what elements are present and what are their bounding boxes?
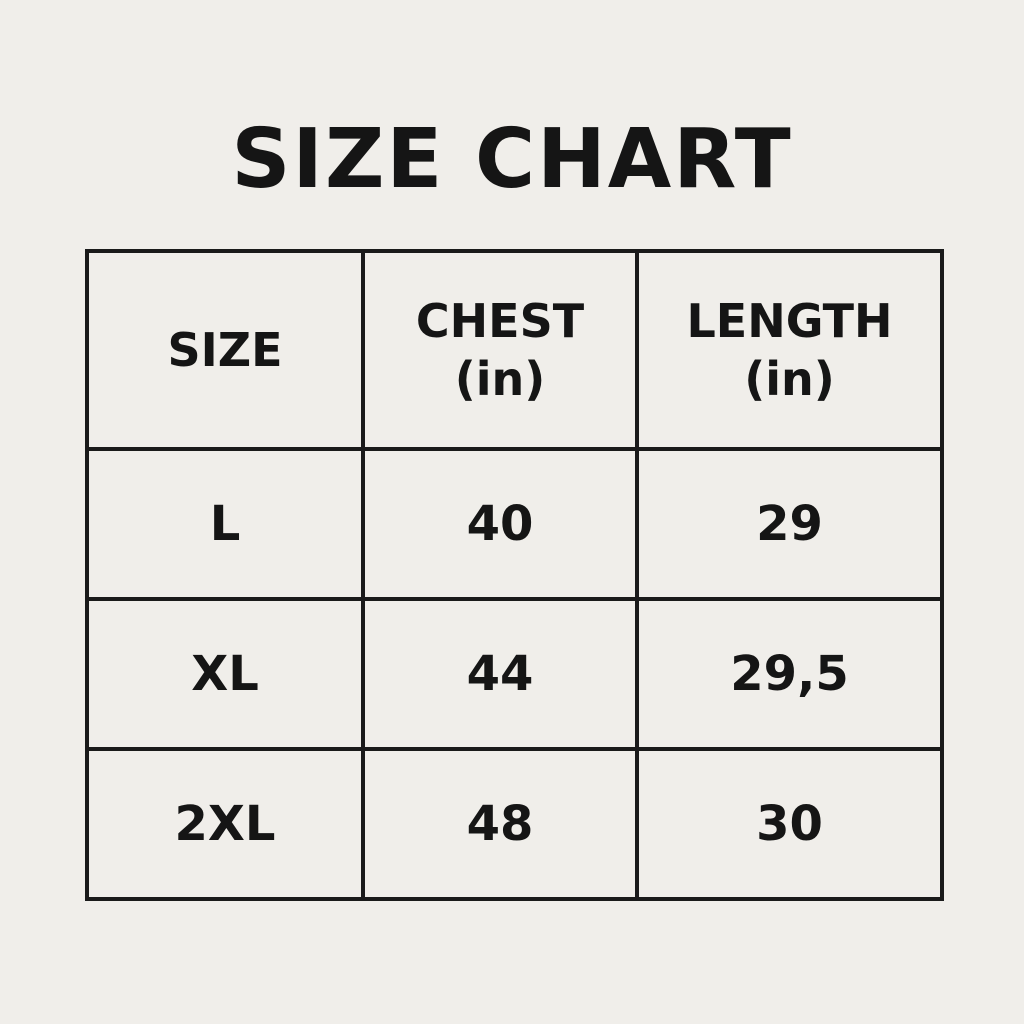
column-header: CHEST (in) bbox=[361, 249, 639, 451]
header-line: SIZE bbox=[167, 323, 283, 377]
table-row: L 40 29 bbox=[85, 447, 944, 601]
header-line: (in) bbox=[744, 352, 835, 406]
table-body: L 40 29 XL 44 29,5 2XL 48 30 bbox=[85, 447, 944, 901]
size-table: SIZE CHEST (in) LENGTH (in) L 40 29 XL 44 29,5 2XL… bbox=[85, 249, 944, 901]
column-header: LENGTH (in) bbox=[635, 249, 944, 451]
table-cell: 30 bbox=[635, 747, 944, 901]
table-cell: L bbox=[85, 447, 365, 601]
table-cell: 2XL bbox=[85, 747, 365, 901]
table-row: XL 44 29,5 bbox=[85, 597, 944, 751]
table-row: 2XL 48 30 bbox=[85, 747, 944, 901]
table-cell: 29,5 bbox=[635, 597, 944, 751]
table-cell: 29 bbox=[635, 447, 944, 601]
header-line: CHEST bbox=[415, 294, 585, 348]
table-cell: 44 bbox=[361, 597, 639, 751]
column-header: SIZE bbox=[85, 249, 365, 451]
table-cell: 48 bbox=[361, 747, 639, 901]
header-row: SIZE CHEST (in) LENGTH (in) bbox=[85, 249, 944, 451]
table-cell: 40 bbox=[361, 447, 639, 601]
header-line: (in) bbox=[454, 352, 546, 406]
title: SIZE CHART bbox=[231, 112, 793, 207]
table-cell: XL bbox=[85, 597, 365, 751]
header-line: LENGTH bbox=[686, 294, 893, 348]
